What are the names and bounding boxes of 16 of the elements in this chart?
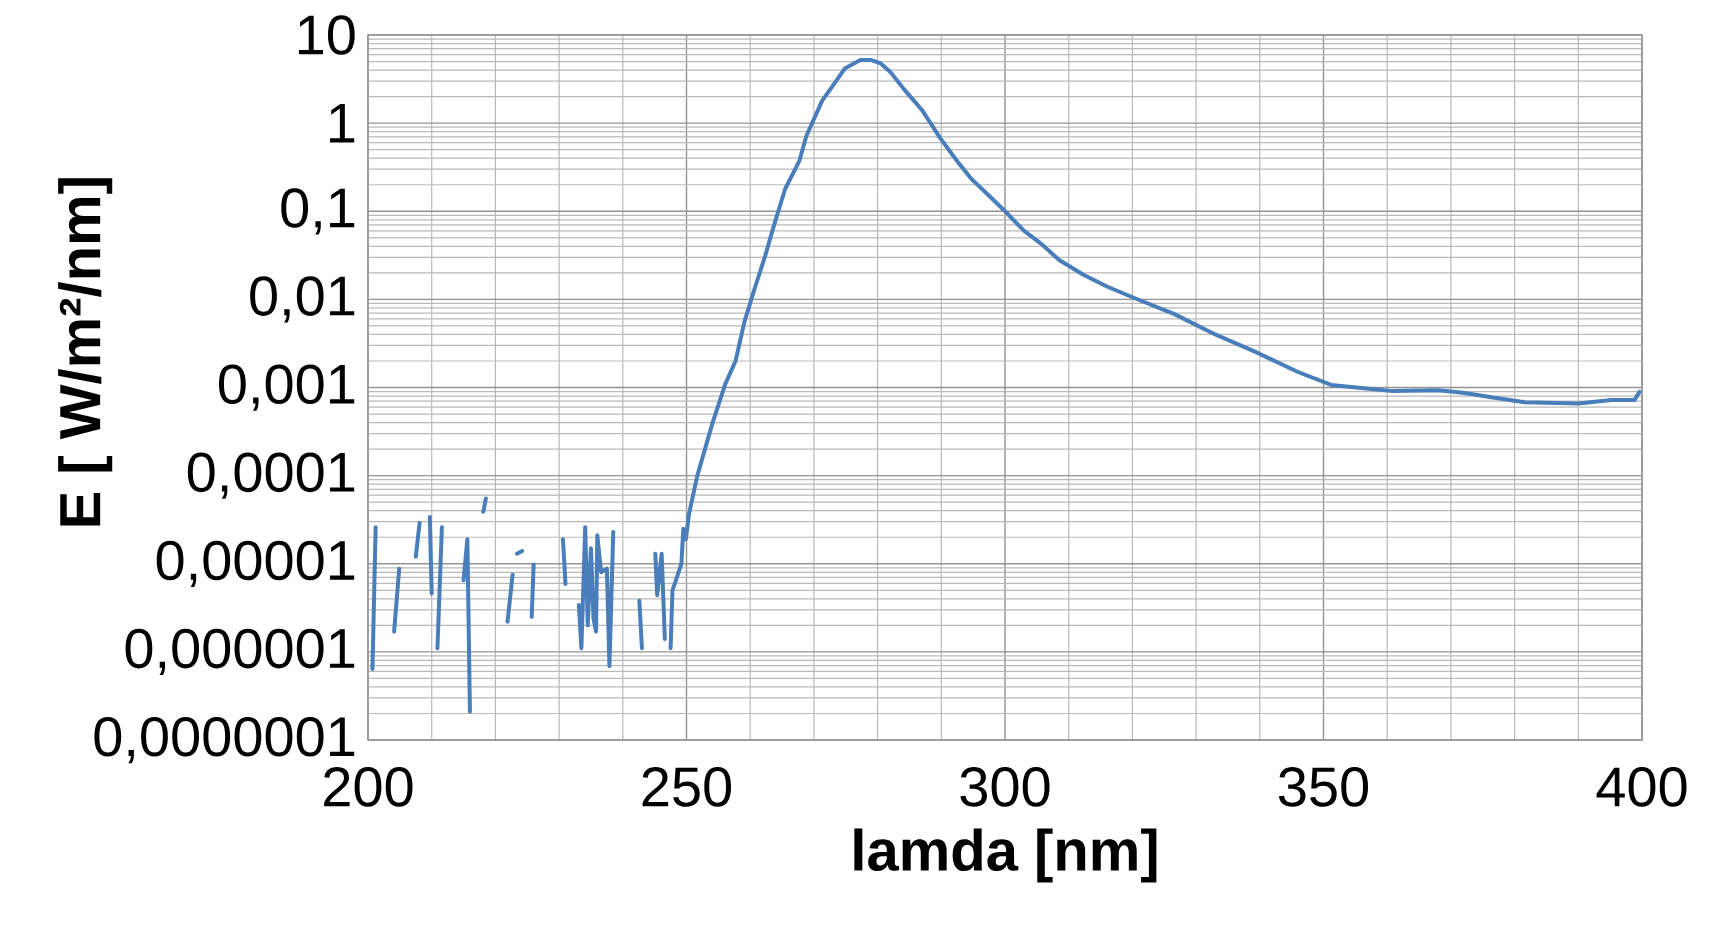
y-tick-label: 0,00001	[156, 540, 355, 587]
y-tick-label: 0,001	[218, 364, 355, 411]
x-tick-label: 200	[324, 767, 413, 807]
x-tick-label: 400	[1596, 767, 1687, 807]
x-tick-label: 300	[960, 767, 1050, 807]
x-tick-label: 250	[642, 767, 732, 807]
y-tick-label: 0,1	[281, 188, 355, 235]
y-tick-label: 0,000001	[125, 628, 355, 676]
y-tick-label: 0,01	[250, 276, 355, 323]
y-axis-title: E [ W/m²/nm]	[58, 178, 113, 526]
y-tick-label: 1	[330, 103, 355, 143]
x-tick-label: 350	[1278, 767, 1369, 807]
y-tick-label: 0,0001	[187, 452, 355, 499]
x-axis-title: lamda [nm]	[854, 828, 1157, 883]
y-tick-label: 0,0000001	[94, 716, 355, 764]
y-tick-label: 10	[298, 15, 355, 55]
